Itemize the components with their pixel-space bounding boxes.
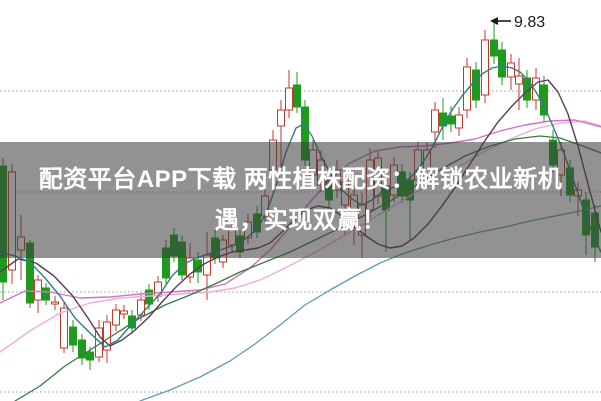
candle <box>431 102 439 148</box>
price-annotation-label: 9.83 <box>514 14 545 31</box>
candle <box>128 310 136 334</box>
candle <box>78 334 86 365</box>
candle <box>507 54 515 90</box>
candle <box>515 58 523 110</box>
candle <box>439 98 447 140</box>
headline-overlay-band: 配资平台APP下载 两性植株配资：解锁农业新机 遇，实现双赢！ <box>0 142 601 258</box>
candle <box>120 305 128 319</box>
candle <box>34 275 42 313</box>
candle <box>112 304 120 331</box>
candle <box>498 42 506 85</box>
candle <box>481 30 489 103</box>
headline-line-1: 配资平台APP下载 两性植株配资：解锁农业新机 <box>38 166 563 193</box>
candle <box>86 347 94 370</box>
price-annotation: 9.83 <box>490 14 545 31</box>
headline-line-2: 遇，实现双赢！ <box>214 207 387 234</box>
candle <box>532 68 540 110</box>
candle <box>69 320 77 352</box>
candle <box>51 296 59 310</box>
candle <box>447 106 455 132</box>
candle <box>285 70 293 118</box>
candle <box>490 21 498 64</box>
candle <box>42 283 50 305</box>
candle <box>540 76 548 122</box>
candle <box>293 72 301 113</box>
candle <box>455 107 463 136</box>
candle <box>472 62 480 108</box>
candle <box>463 58 471 118</box>
